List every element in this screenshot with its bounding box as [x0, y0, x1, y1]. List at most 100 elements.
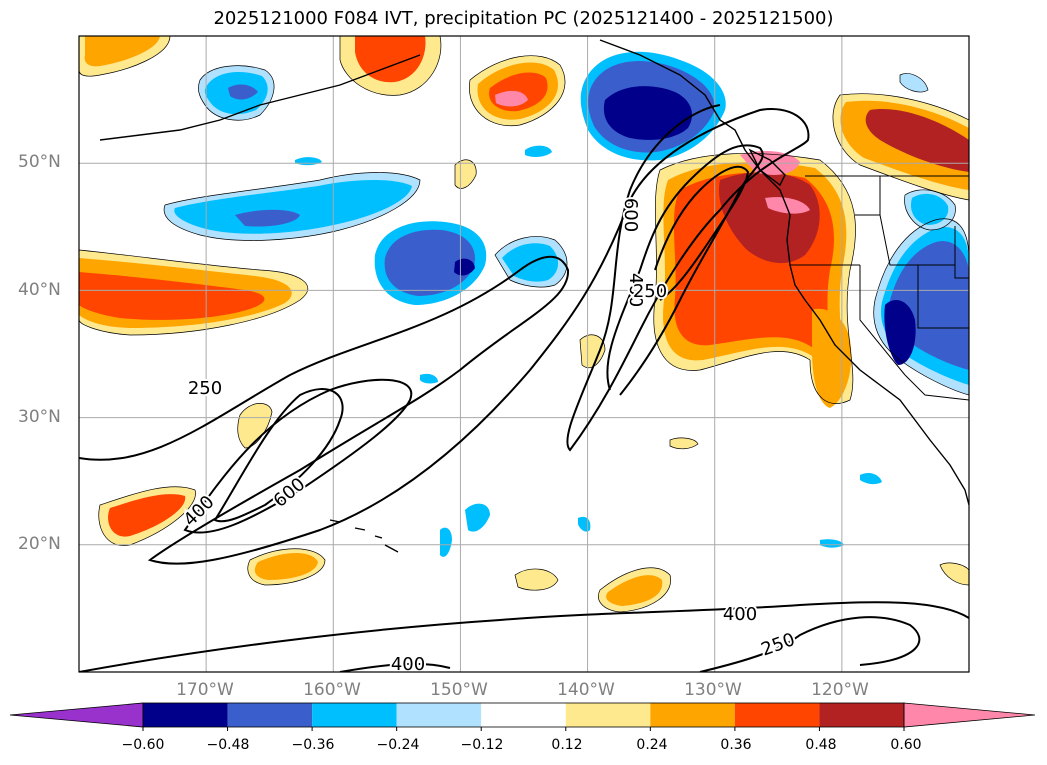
ivt-contour-label: 400	[723, 604, 757, 625]
precip-region-outline	[579, 334, 606, 369]
ivt-600-contour	[213, 388, 344, 523]
ivt-600-coastal-contour	[654, 165, 750, 301]
colorbar	[9, 702, 1036, 731]
ivt-contour-label: 600	[620, 198, 641, 232]
map-frame	[78, 35, 970, 673]
precip-region	[865, 109, 969, 172]
colorbar-tick: 0.36	[720, 737, 752, 753]
colorbar-tick: 0.60	[890, 737, 922, 753]
lon-tick-130w: 130°W	[684, 680, 742, 700]
colorbar-segment	[396, 703, 482, 727]
colorbar-tick: −0.24	[376, 737, 420, 753]
precip-region	[455, 159, 477, 189]
precip-region	[254, 553, 318, 580]
precip-region	[580, 334, 605, 368]
precip-region-outline	[98, 486, 196, 546]
precip-region	[79, 272, 265, 320]
lon-tick-140w: 140°W	[557, 680, 615, 700]
colorbar-segment	[481, 703, 566, 727]
precip-region	[606, 575, 663, 606]
vancouver-island	[748, 148, 786, 187]
precip-region	[228, 84, 258, 100]
lat-tick-20n: 20°N	[18, 534, 61, 554]
precip-region-outline	[454, 159, 477, 189]
precip-region-outline	[899, 73, 929, 93]
precip-region	[860, 472, 882, 485]
precip-region-outline	[939, 562, 969, 586]
lon-tick-160w: 160°W	[303, 680, 361, 700]
colorbar-segment	[565, 703, 651, 727]
precip-region	[384, 229, 475, 296]
precip-region-outline	[163, 172, 421, 241]
hawaii-islands	[329, 519, 399, 553]
precip-region	[495, 90, 528, 107]
colorbar-tick: −0.60	[121, 737, 165, 753]
ivt-400-southern-lobe	[339, 662, 451, 672]
ivt-250-south-contour	[79, 104, 810, 565]
precip-region	[900, 73, 928, 93]
precip-region	[884, 300, 916, 365]
colorbar-segment	[734, 703, 820, 727]
ivt-contour-label: 600	[270, 474, 310, 512]
precip-region	[440, 527, 452, 557]
lat-tick-50n: 50°N	[18, 152, 61, 172]
lat-tick-40n: 40°N	[18, 280, 61, 300]
precip-region	[670, 437, 698, 449]
gridlines	[79, 36, 969, 672]
ivt-250-southern-band	[79, 601, 969, 672]
precip-region-outline	[237, 403, 273, 449]
colorbar-segment	[819, 703, 904, 727]
colorbar-extend-min	[9, 702, 144, 728]
lat-tick-30n: 30°N	[18, 407, 61, 427]
colorbar-tick: 0.24	[636, 737, 668, 753]
colorbar-tick: 0.48	[805, 737, 837, 753]
north-america-coastline	[599, 39, 969, 506]
colorbar-tick: −0.12	[460, 737, 504, 753]
precip-region-outline	[514, 568, 559, 591]
ivt-400-southern-band	[699, 616, 921, 672]
precip-region-outline	[494, 236, 568, 288]
chart-title: 2025121000 F084 IVT, precipitation PC (2…	[213, 8, 834, 29]
lon-tick-120w: 120°W	[811, 680, 869, 700]
colorbar-segment	[143, 703, 228, 727]
colorbar-segment	[312, 703, 397, 727]
precip-region-outline	[669, 437, 699, 450]
ivt-contour-label: 250	[633, 281, 667, 302]
precip-region-outline	[79, 36, 171, 77]
precip-region-outline	[247, 548, 326, 586]
precip-region	[454, 258, 475, 276]
precip-region	[719, 172, 820, 264]
lon-tick-150w: 150°W	[430, 680, 488, 700]
colorbar-extend-max	[903, 702, 1036, 728]
precip-region-outline	[469, 55, 566, 127]
precip-region	[515, 568, 558, 591]
precip-region	[820, 539, 844, 548]
precip-region	[525, 145, 552, 157]
precip-region-outline	[339, 36, 442, 96]
precip-region	[237, 403, 272, 448]
precip-region-outline	[653, 153, 856, 404]
colorbar-segment	[650, 703, 735, 727]
precip-region	[940, 562, 969, 585]
precip-region	[578, 516, 591, 532]
precip-region	[420, 373, 438, 384]
colorbar-tick: −0.48	[206, 737, 250, 753]
coastlines	[99, 39, 969, 553]
precip-region-outline	[198, 65, 275, 121]
colorbar-tick: −0.36	[291, 737, 335, 753]
precip-region	[295, 157, 322, 166]
ivt-contours	[79, 104, 969, 672]
ivt-contour-label: 250	[188, 378, 222, 399]
precip-region	[174, 180, 412, 234]
precip-region-outline	[904, 189, 956, 231]
ivt-contour-label: 400	[391, 654, 425, 675]
lon-tick-170w: 170°W	[176, 680, 234, 700]
precip-region	[603, 86, 692, 140]
ivt-400-coastal-contour	[606, 144, 764, 396]
precip-region	[765, 197, 810, 214]
aleutian-islands	[99, 54, 421, 141]
ivt-contour-label: 400	[625, 273, 646, 307]
ivt-contour-label: 250	[758, 629, 797, 660]
